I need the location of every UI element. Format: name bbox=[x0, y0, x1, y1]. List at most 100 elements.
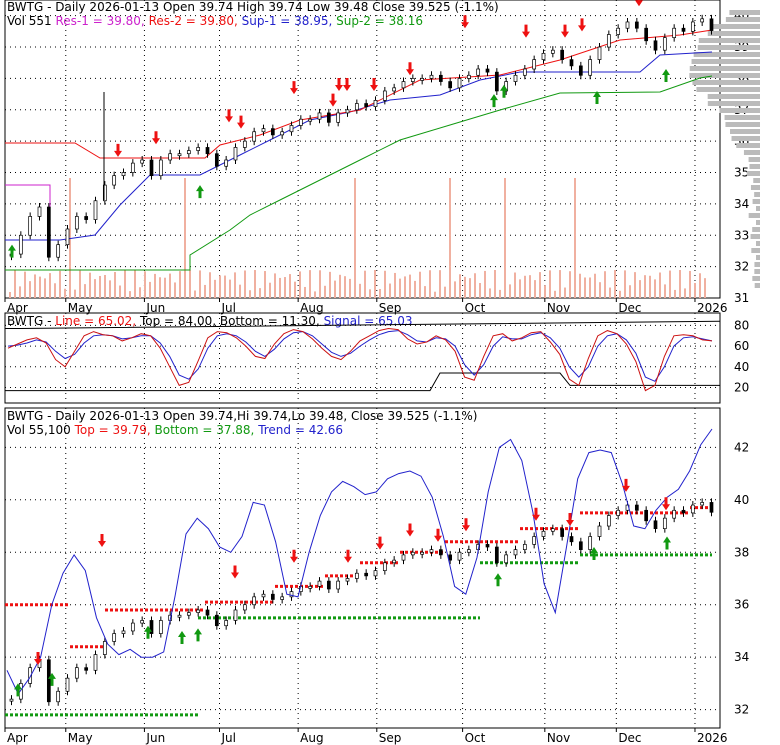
candle-body bbox=[225, 620, 228, 625]
panel2-y-tick: 80 bbox=[734, 318, 749, 332]
candle-body bbox=[383, 91, 386, 100]
volume-bar bbox=[419, 272, 421, 298]
volume-profile-bar bbox=[689, 73, 760, 78]
down-arrow bbox=[662, 497, 670, 510]
candle-body bbox=[243, 141, 246, 147]
volume-bar bbox=[474, 273, 476, 298]
candle-body bbox=[467, 550, 470, 553]
panel3-y-tick: 34 bbox=[734, 650, 749, 664]
down-arrow bbox=[290, 81, 298, 94]
panel3-legend-bottom: Bottom = 37.88, bbox=[155, 423, 259, 437]
volume-bar bbox=[184, 178, 186, 298]
res1-line bbox=[5, 185, 50, 215]
volume-bar bbox=[119, 286, 121, 298]
candle-body bbox=[234, 147, 237, 160]
volume-bar bbox=[644, 275, 646, 298]
volume-bar bbox=[339, 275, 341, 298]
candle-body bbox=[85, 216, 88, 219]
candle-body bbox=[551, 529, 554, 532]
down-arrow bbox=[522, 25, 530, 38]
candle-body bbox=[355, 104, 358, 110]
volume-bar bbox=[664, 284, 666, 298]
resistance-line bbox=[5, 30, 712, 158]
volume-bar bbox=[199, 270, 201, 298]
candle-body bbox=[75, 216, 78, 229]
candle-body bbox=[598, 526, 601, 536]
volume-bar bbox=[394, 273, 396, 298]
volume-bar bbox=[169, 274, 171, 298]
volume-profile-bar bbox=[751, 248, 760, 253]
candle-body bbox=[393, 88, 396, 91]
candle-body bbox=[533, 537, 536, 545]
volume-profile-bar bbox=[751, 234, 760, 239]
panel1-legend-vol: Vol 551 bbox=[7, 14, 56, 28]
volume-bar bbox=[639, 280, 641, 298]
volume-bar bbox=[214, 280, 216, 298]
candle-body bbox=[215, 615, 218, 625]
volume-bar bbox=[614, 270, 616, 298]
candle-body bbox=[430, 550, 433, 553]
candle-body bbox=[710, 19, 713, 31]
up-arrow bbox=[196, 185, 204, 198]
volume-bar bbox=[34, 274, 36, 298]
panel2-legend-ticker: BWTG - bbox=[7, 314, 55, 328]
volume-bar bbox=[369, 289, 371, 298]
candle-body bbox=[234, 610, 237, 620]
volume-profile-bar bbox=[708, 94, 760, 99]
volume-bar bbox=[624, 270, 626, 298]
volume-bar bbox=[449, 178, 451, 298]
volume-bar bbox=[189, 270, 191, 298]
candle-body bbox=[402, 82, 405, 88]
volume-bar bbox=[249, 290, 251, 298]
volume-bar bbox=[609, 288, 611, 298]
down-arrow bbox=[344, 550, 352, 563]
volume-bar bbox=[209, 272, 211, 298]
volume-profile-bar bbox=[754, 262, 760, 267]
volume-bar bbox=[479, 283, 481, 298]
candle-body bbox=[10, 699, 13, 701]
candle-body bbox=[374, 571, 377, 576]
candle-body bbox=[66, 678, 69, 691]
volume-bar bbox=[129, 291, 131, 298]
x-tick-label: Dec bbox=[618, 731, 641, 745]
volume-bar bbox=[289, 274, 291, 298]
volume-profile-bar bbox=[752, 276, 760, 281]
volume-bar bbox=[39, 277, 41, 298]
candle-body bbox=[243, 605, 246, 610]
candle-body bbox=[187, 613, 190, 616]
volume-profile-bar bbox=[749, 213, 760, 218]
volume-bar bbox=[549, 270, 551, 298]
volume-profile-bar bbox=[725, 115, 760, 120]
down-arrow bbox=[231, 565, 239, 578]
volume-bar bbox=[104, 275, 106, 298]
x-tick-label: Apr bbox=[7, 731, 28, 745]
candle-body bbox=[355, 573, 358, 578]
candle-body bbox=[29, 216, 32, 235]
volume-profile-bar bbox=[754, 269, 760, 274]
volume-bar bbox=[484, 271, 486, 298]
candle-body bbox=[299, 119, 302, 125]
candle-body bbox=[682, 28, 685, 31]
candle-body bbox=[458, 78, 461, 87]
volume-bar bbox=[84, 284, 86, 298]
volume-bar bbox=[519, 279, 521, 298]
volume-bar bbox=[384, 271, 386, 298]
down-arrow bbox=[370, 78, 378, 91]
candle-body bbox=[38, 207, 41, 216]
volume-bar bbox=[164, 278, 166, 298]
candle-body bbox=[589, 60, 592, 76]
x-tick-label: Sep bbox=[379, 731, 402, 745]
panel2-y-tick: 20 bbox=[734, 380, 749, 394]
candle-body bbox=[47, 660, 50, 702]
volume-bar bbox=[29, 281, 31, 298]
volume-bar bbox=[489, 288, 491, 298]
volume-profile-bar bbox=[736, 143, 760, 148]
panel1-y-tick: 34 bbox=[734, 197, 749, 211]
volume-bar bbox=[159, 277, 161, 298]
candle-body bbox=[47, 207, 50, 257]
volume-profile-bar bbox=[755, 283, 760, 288]
panel2-y-tick: 40 bbox=[734, 360, 749, 374]
candle-body bbox=[505, 555, 508, 563]
volume-profile-bar bbox=[690, 66, 760, 71]
candle-body bbox=[225, 160, 228, 166]
